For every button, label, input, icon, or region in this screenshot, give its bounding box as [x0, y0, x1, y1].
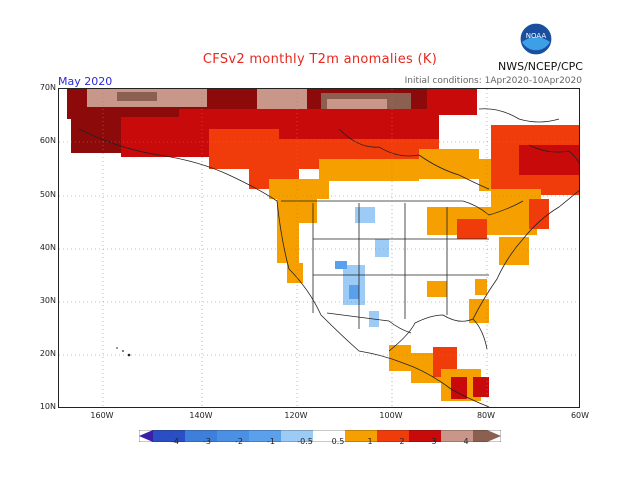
logo-text: NOAA: [526, 32, 547, 40]
month-label: May 2020: [58, 75, 113, 88]
colorbar-bin: [217, 430, 249, 442]
noaa-logo: NOAA: [519, 22, 553, 56]
anomaly-map: [58, 88, 580, 408]
lon-label-60w: 60W: [570, 411, 590, 420]
colorbar-bin: [409, 430, 441, 442]
lat-label-30n: 30N: [39, 296, 56, 305]
colorbar-bin: [377, 430, 409, 442]
colorbar-label: -0.5: [297, 437, 313, 446]
colorbar-label: 1: [367, 437, 373, 446]
colorbar-label: -2: [235, 437, 243, 446]
colorbar-label: 2: [399, 437, 405, 446]
colorbar-bin: [441, 430, 473, 442]
lat-label-70n: 70N: [39, 83, 56, 92]
colorbar-bin: [313, 430, 345, 442]
colorbar-bin: [249, 430, 281, 442]
coastlines: [78, 108, 579, 407]
colorbar-bin: [153, 430, 185, 442]
colorbar-label: 0.5: [331, 437, 345, 446]
agency-label: NWS/NCEP/CPC: [498, 60, 583, 73]
lat-label-60n: 60N: [39, 136, 56, 145]
colorbar-bin: [185, 430, 217, 442]
initial-conditions-label: Initial conditions: 1Apr2020-10Apr2020: [404, 76, 582, 86]
lat-label-40n: 40N: [39, 243, 56, 252]
colorbar-label: -4: [171, 437, 179, 446]
lat-label-10n: 10N: [39, 402, 56, 411]
colorbar-bin: [281, 430, 313, 442]
map-title: CFSv2 monthly T2m anomalies (K): [202, 52, 438, 67]
colorbar-arrow-left: [139, 430, 153, 442]
southeast-anomaly: [427, 279, 489, 323]
southwest-cool-anomaly: [335, 207, 389, 327]
colorbar-label: 3: [431, 437, 437, 446]
alaska-canada-anomaly: [71, 109, 529, 199]
lon-label-160w: 160W: [90, 411, 114, 420]
colorbar-label: 4: [463, 437, 469, 446]
hawaii-islands: [116, 347, 131, 357]
colorbar: [139, 430, 501, 442]
northeast-anomaly: [427, 199, 549, 265]
graticule: [59, 89, 579, 407]
lon-label-100w: 100W: [379, 411, 403, 420]
lon-label-120w: 120W: [284, 411, 308, 420]
map-canvas: [59, 89, 579, 407]
central-america-anomaly: [389, 345, 489, 401]
colorbar-bin: [345, 430, 377, 442]
colorbar-label: -3: [203, 437, 211, 446]
colorbar-label: -1: [267, 437, 275, 446]
lon-label-80w: 80W: [476, 411, 496, 420]
lat-label-50n: 50N: [39, 190, 56, 199]
colorbar-arrow-right: [473, 430, 501, 442]
lat-label-20n: 20N: [39, 349, 56, 358]
lon-label-140w: 140W: [189, 411, 213, 420]
